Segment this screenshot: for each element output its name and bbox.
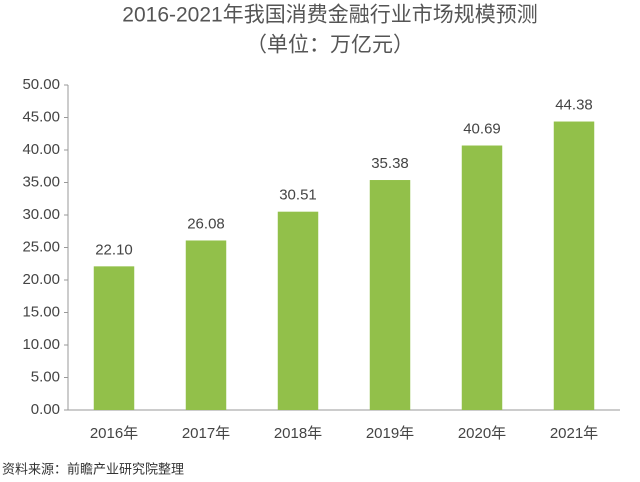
x-tick-label: 2019年 [366, 425, 414, 442]
bar [369, 180, 411, 410]
y-tick-label: 20.00 [22, 271, 60, 288]
value-label: 22.10 [95, 241, 133, 258]
y-tick-label: 25.00 [22, 238, 60, 255]
x-tick-label: 2017年 [182, 425, 230, 442]
x-tick-label: 2021年 [550, 425, 598, 442]
value-label: 44.38 [555, 96, 593, 113]
value-label: 35.38 [371, 155, 409, 172]
chart-title: 2016-2021年我国消费金融行业市场规模预测 [122, 4, 537, 27]
value-label: 30.51 [279, 187, 317, 204]
x-tick-label: 2020年 [458, 425, 506, 442]
x-tick-label: 2018年 [274, 425, 322, 442]
x-tick-label: 2016年 [90, 425, 138, 442]
bar [93, 266, 135, 410]
y-tick-label: 10.00 [22, 336, 60, 353]
bar [553, 121, 595, 410]
bar [277, 211, 319, 410]
value-label: 26.08 [187, 215, 225, 232]
bar [461, 145, 503, 410]
y-tick-label: 30.00 [22, 206, 60, 223]
bar [185, 240, 227, 410]
chart-subtitle: （单位：万亿元） [246, 34, 414, 57]
y-tick-label: 50.00 [22, 76, 60, 93]
y-tick-label: 5.00 [31, 368, 60, 385]
y-tick-label: 0.00 [31, 401, 60, 418]
source-note: 资料来源：前瞻产业研究院整理 [2, 461, 184, 476]
y-tick-label: 40.00 [22, 141, 60, 158]
y-tick-label: 45.00 [22, 108, 60, 125]
value-label: 40.69 [463, 120, 501, 137]
y-tick-label: 35.00 [22, 173, 60, 190]
y-tick-label: 15.00 [22, 303, 60, 320]
